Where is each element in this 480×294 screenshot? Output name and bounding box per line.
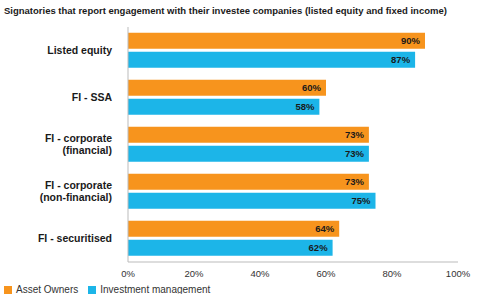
svg-text:100%: 100% <box>446 268 471 279</box>
svg-text:73%: 73% <box>345 176 365 187</box>
html-text:Asset Owners: Asset Owners <box>16 284 79 294</box>
svg-text:FI - corporate(financial): FI - corporate(financial) <box>45 132 112 156</box>
svg-text:40%: 40% <box>250 268 270 279</box>
svg-text:80%: 80% <box>382 268 402 279</box>
svg-text:87%: 87% <box>391 54 411 65</box>
svg-text:FI - corporate(non-financial): FI - corporate(non-financial) <box>40 179 112 203</box>
html-text:Investment management: Investment management <box>100 284 211 294</box>
svg-text:FI - securitised: FI - securitised <box>38 232 112 244</box>
svg-text:75%: 75% <box>351 195 371 206</box>
svg-text:60%: 60% <box>316 268 336 279</box>
svg-text:58%: 58% <box>295 101 315 112</box>
svg-text:Listed equity: Listed equity <box>47 44 112 56</box>
svg-text:73%: 73% <box>345 129 365 140</box>
svg-text:73%: 73% <box>345 148 365 159</box>
svg-text:62%: 62% <box>309 242 329 253</box>
html-text:Signatories that report engage: Signatories that report engagement with … <box>4 5 447 16</box>
svg-text:90%: 90% <box>401 35 421 46</box>
svg-text:20%: 20% <box>184 268 204 279</box>
svg-text:0%: 0% <box>121 268 135 279</box>
svg-text:60%: 60% <box>302 82 322 93</box>
svg-text:FI - SSA: FI - SSA <box>72 91 113 103</box>
svg-text:64%: 64% <box>315 223 335 234</box>
